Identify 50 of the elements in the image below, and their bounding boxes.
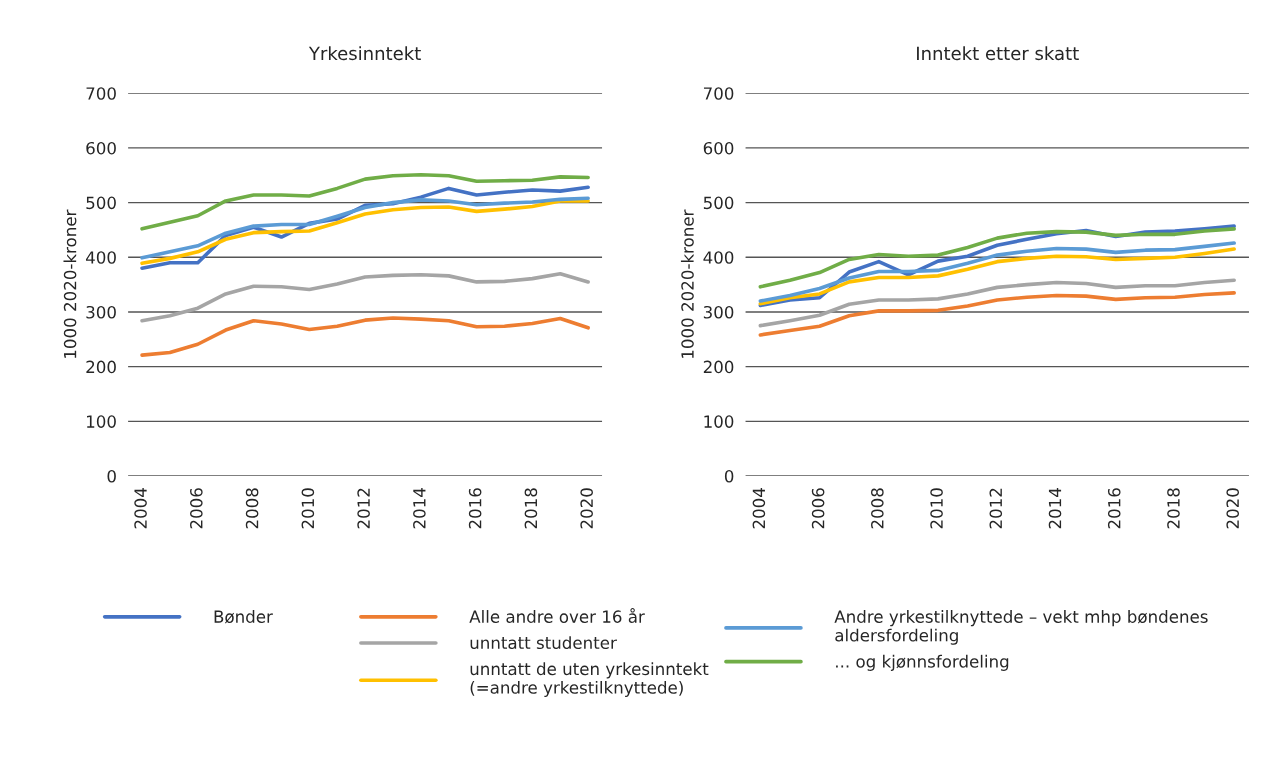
legend-label: Andre yrkestilknyttede – vekt mhp bøndenes aldersfordeling [834, 610, 1208, 645]
x-tick-label: 2008 [871, 488, 884, 529]
y-tick-label: 500 [86, 196, 116, 210]
x-tick-label: 2010 [301, 488, 315, 529]
x-tick-label: 2008 [245, 488, 259, 529]
y-tick-label: 100 [87, 415, 116, 428]
chart-title: Inntekt etter skatt [917, 46, 1079, 61]
line-series [758, 227, 1236, 289]
x-tick-label: 2016 [468, 488, 482, 529]
y-axis-title: 1000 2020-kroner [680, 209, 694, 358]
x-tick-label: 2010 [930, 488, 943, 529]
legend-label: Bønder [214, 610, 273, 624]
x-tick-label: 2018 [1167, 488, 1180, 529]
chart-title: Yrkesinntekt [308, 46, 421, 61]
y-tick-label: 300 [86, 305, 116, 319]
x-tick-label: 2012 [989, 488, 1003, 529]
x-tick-label: 2016 [1107, 488, 1121, 529]
x-tick-label: 2006 [190, 488, 203, 529]
y-tick-label: 400 [85, 251, 116, 264]
legend-label: unntatt de uten yrkesinntekt (=andre yrkestilknyttede) [470, 662, 709, 698]
line-series [758, 291, 1236, 337]
y-tick-label: 100 [704, 415, 734, 428]
y-tick-label: 300 [703, 305, 734, 319]
y-tick-label: 400 [703, 251, 734, 264]
x-tick-label: 2006 [811, 488, 825, 529]
legend-label: unntatt studenter [470, 636, 617, 650]
x-tick-label: 2014 [1048, 488, 1062, 529]
x-tick-label: 2020 [580, 488, 593, 529]
y-tick-label: 500 [703, 196, 734, 210]
line-series [758, 278, 1236, 328]
y-tick-label: 0 [724, 469, 734, 483]
y-tick-label: 200 [703, 360, 734, 374]
x-tick-label: 2018 [524, 488, 538, 529]
y-tick-label: 0 [107, 469, 116, 483]
line-series [140, 172, 590, 231]
x-tick-label: 2014 [413, 488, 426, 529]
x-tick-label: 2004 [134, 488, 147, 529]
x-tick-label: 2004 [752, 488, 766, 529]
y-tick-label: 700 [703, 87, 734, 100]
line-series [140, 316, 590, 357]
line-series [140, 271, 590, 323]
y-tick-label: 700 [86, 87, 116, 100]
y-tick-label: 600 [703, 141, 734, 155]
legend-label: Alle andre over 16 år [469, 608, 645, 623]
x-tick-label: 2012 [357, 488, 370, 529]
y-tick-label: 600 [86, 141, 116, 155]
x-tick-label: 2020 [1226, 488, 1239, 529]
legend-label: ... og kjønnsfordeling [836, 654, 1009, 671]
y-tick-label: 200 [86, 360, 116, 374]
y-axis-title: 1000 2020-kroner [63, 209, 77, 358]
